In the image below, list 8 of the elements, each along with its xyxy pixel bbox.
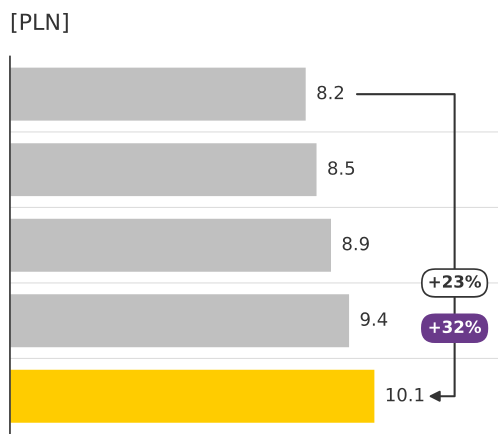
annotation: +32% — [429, 320, 482, 334]
data-label: 8.5 — [328, 161, 354, 175]
data-label: 8.9 — [342, 236, 369, 250]
data-label: 9.4 — [360, 312, 388, 326]
data-label: 10.1 — [386, 388, 424, 402]
annotation: +23% — [429, 275, 482, 288]
data-label: 8.2 — [317, 86, 344, 100]
chart-title: [PLN] — [12, 13, 68, 33]
